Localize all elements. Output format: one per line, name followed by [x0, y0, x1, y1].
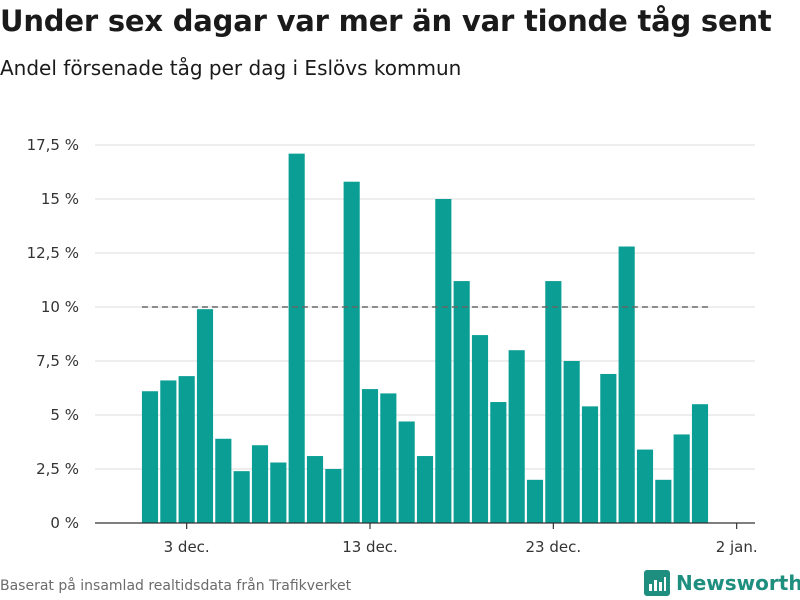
- x-tick-label: 13 dec.: [342, 538, 398, 556]
- bar: [398, 421, 415, 523]
- brand-logo: Newsworthy: [644, 570, 800, 596]
- source-note: Baserat på insamlad realtidsdata från Tr…: [0, 578, 352, 594]
- bar: [563, 361, 580, 523]
- y-tick-label: 2,5 %: [36, 460, 79, 478]
- brand-name: Newsworthy: [676, 571, 800, 595]
- bar: [215, 438, 232, 523]
- bar: [343, 181, 360, 523]
- bar: [581, 406, 599, 523]
- bar: [691, 404, 709, 523]
- bar: [270, 462, 287, 523]
- bar: [508, 350, 525, 523]
- bar: [526, 479, 544, 523]
- bar: [618, 246, 635, 523]
- y-tick-label: 15 %: [41, 190, 79, 208]
- bar: [600, 373, 617, 523]
- bar: [655, 479, 672, 523]
- bar: [325, 469, 342, 523]
- y-tick-label: 7,5 %: [36, 352, 79, 370]
- x-tick-label: 23 dec.: [526, 538, 582, 556]
- chart-title: Under sex dagar var mer än var tionde tå…: [0, 4, 772, 38]
- chart-subtitle: Andel försenade tåg per dag i Eslövs kom…: [0, 56, 462, 80]
- bar: [673, 434, 690, 523]
- y-tick-label: 17,5 %: [27, 136, 79, 154]
- bar: [545, 281, 562, 523]
- bar: [233, 471, 250, 523]
- bar: [435, 199, 452, 523]
- x-tick-label: 2 jan.: [716, 538, 758, 556]
- bar: [178, 376, 195, 523]
- bar: [361, 389, 379, 523]
- bar: [160, 380, 177, 523]
- bar: [251, 445, 269, 523]
- x-tick-label: 3 dec.: [164, 538, 210, 556]
- bar: [141, 391, 159, 523]
- bar: [490, 402, 507, 523]
- bar: [636, 449, 654, 523]
- bar: [453, 281, 470, 523]
- bar: [471, 335, 489, 523]
- bar: [196, 309, 214, 523]
- bar: [306, 456, 324, 523]
- y-tick-label: 12,5 %: [27, 244, 79, 262]
- y-tick-label: 5 %: [50, 406, 79, 424]
- newsworthy-icon: [644, 570, 670, 596]
- bar: [288, 153, 305, 523]
- bar: [380, 393, 397, 523]
- y-tick-label: 10 %: [41, 298, 79, 316]
- y-tick-label: 0 %: [50, 514, 79, 532]
- bar: [416, 456, 434, 523]
